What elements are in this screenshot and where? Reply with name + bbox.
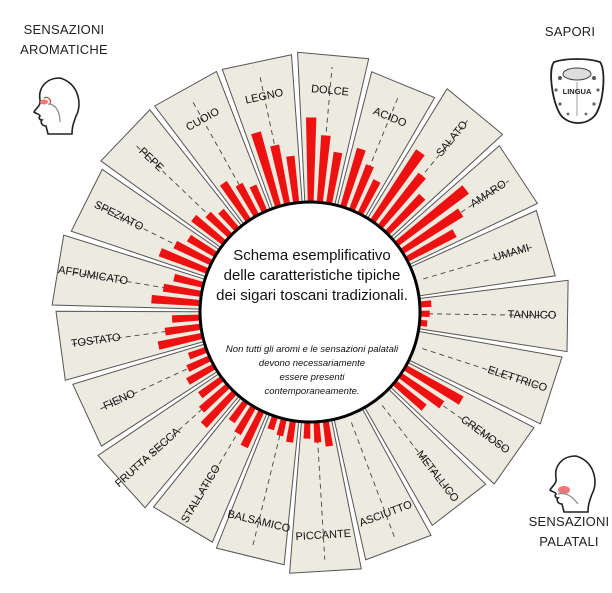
bar-legno-1 (251, 131, 282, 208)
sector-guide-line (97, 361, 204, 411)
bar-fieno-2 (186, 355, 212, 372)
center-note-line-4: contemporaneamente. (264, 386, 359, 397)
bar-frutta-secca-1 (200, 390, 237, 428)
center-note-line-2: devono necessariamente (259, 358, 365, 369)
center-title-line-1: Schema esemplificativo (233, 247, 391, 264)
sector-label-piccante: PICCANTE (295, 528, 351, 543)
tastes-title: SAPORI (544, 24, 596, 39)
sector-guide-line (252, 426, 283, 546)
bar-tannico-2 (419, 310, 430, 317)
bar-salato-3 (384, 193, 426, 236)
bar-fieno-3 (187, 346, 208, 360)
sector-guide-line (423, 245, 535, 280)
bar-pepe-3 (218, 208, 240, 232)
bar-acido-1 (340, 147, 366, 208)
aromatic-sensations-title: SENSAZIONI AROMATICHE (14, 20, 114, 60)
sector-guide-line (422, 348, 541, 388)
bar-speziato-3 (186, 234, 218, 258)
bar-tannico-1 (419, 300, 432, 308)
bar-salato-1 (370, 149, 425, 224)
bar-tostato-2 (164, 323, 202, 336)
bar-amaro-2 (400, 208, 464, 254)
sector-label-tannico: TANNICO (508, 309, 557, 322)
bar-cremoso-1 (403, 365, 464, 405)
bar-cuoio-3 (249, 184, 268, 213)
center-caption: Schema esemplificativo delle caratterist… (216, 247, 408, 397)
bar-legno-2 (270, 144, 291, 206)
palatal-sensations-title: SENSAZIONI PALATALI (526, 512, 612, 552)
bar-amaro-3 (405, 229, 457, 262)
nose-head-profile-icon (33, 77, 80, 135)
bar-pepe-2 (205, 211, 233, 239)
bar-speziato-2 (173, 240, 213, 266)
sector-guide-line (316, 429, 326, 560)
bar-speziato-1 (158, 248, 209, 274)
palatal-title-line-1: SENSAZIONI (528, 514, 610, 529)
tongue-icon: LINGUA (550, 58, 605, 124)
sector-guide-line (427, 313, 557, 317)
bar-dolce-1 (306, 117, 317, 203)
sector-guide-line (350, 422, 395, 537)
bar-tannico-3 (419, 319, 428, 327)
bar-frutta-secca-3 (198, 376, 225, 399)
bar-affumicato-3 (173, 273, 205, 288)
bar-piccante-2 (313, 421, 322, 443)
bar-dolce-2 (316, 135, 331, 203)
bar-balsamico-1 (286, 420, 296, 443)
bar-legno-3 (286, 155, 300, 204)
bars-layer (151, 117, 469, 449)
bar-balsamico-2 (276, 418, 287, 437)
center-disc (198, 200, 422, 424)
bar-acido-3 (357, 179, 381, 216)
bar-tostato-1 (157, 332, 204, 350)
bar-cuoio-1 (219, 180, 252, 223)
bar-piccante-3 (303, 421, 311, 439)
center-title-line-3: dei sigari toscani tradizionali. (216, 287, 408, 304)
bar-amaro-1 (394, 185, 469, 247)
center-note-line-1: Non tutti gli aromi e le sensazioni pala… (226, 344, 399, 355)
bar-cremoso-3 (392, 380, 427, 411)
sector-guide-line (381, 405, 453, 496)
bar-cremoso-2 (398, 372, 445, 409)
bar-fieno-1 (186, 363, 216, 385)
center-note-line-3: essere presenti (280, 372, 346, 383)
bar-balsamico-3 (267, 415, 278, 431)
bar-affumicato-1 (151, 294, 201, 307)
bar-cuoio-2 (235, 182, 260, 218)
bar-pepe-1 (191, 214, 227, 246)
tongue-label: LINGUA (563, 87, 592, 96)
bar-affumicato-2 (162, 283, 202, 297)
bar-tostato-3 (171, 314, 201, 323)
bar-frutta-secca-2 (198, 383, 231, 413)
bar-stallatico-2 (234, 404, 257, 436)
bar-stallatico-3 (228, 399, 249, 424)
palatal-title-line-2: PALATALI (539, 534, 599, 549)
center-title-line-2: delle caratteristiche tipiche (224, 267, 401, 284)
aromatic-title-line-2: AROMATICHE (20, 42, 108, 57)
bar-acido-2 (349, 164, 374, 212)
bar-dolce-3 (326, 151, 343, 205)
bar-stallatico-1 (240, 409, 265, 449)
mouth-head-profile-icon (549, 455, 596, 513)
aromatic-title-line-1: SENSAZIONI (23, 22, 105, 37)
bar-piccante-1 (322, 420, 333, 447)
sector-label-dolce: DOLCE (311, 83, 350, 98)
bar-salato-2 (377, 172, 426, 229)
